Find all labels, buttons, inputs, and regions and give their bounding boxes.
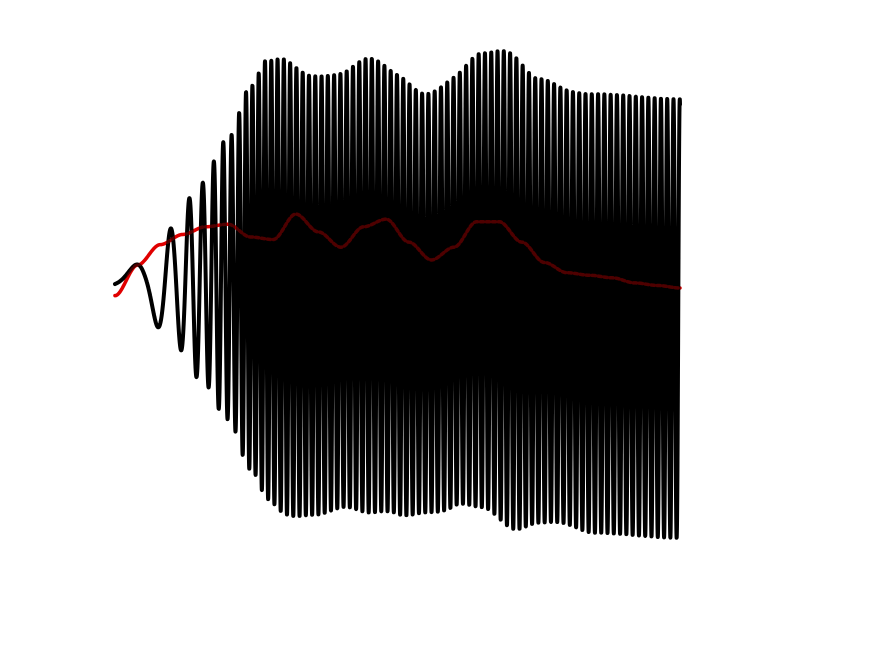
- series-oscillation-line: [113, 49, 682, 540]
- series-layer: [113, 49, 682, 540]
- series-smooth-line-overlay: [113, 212, 682, 298]
